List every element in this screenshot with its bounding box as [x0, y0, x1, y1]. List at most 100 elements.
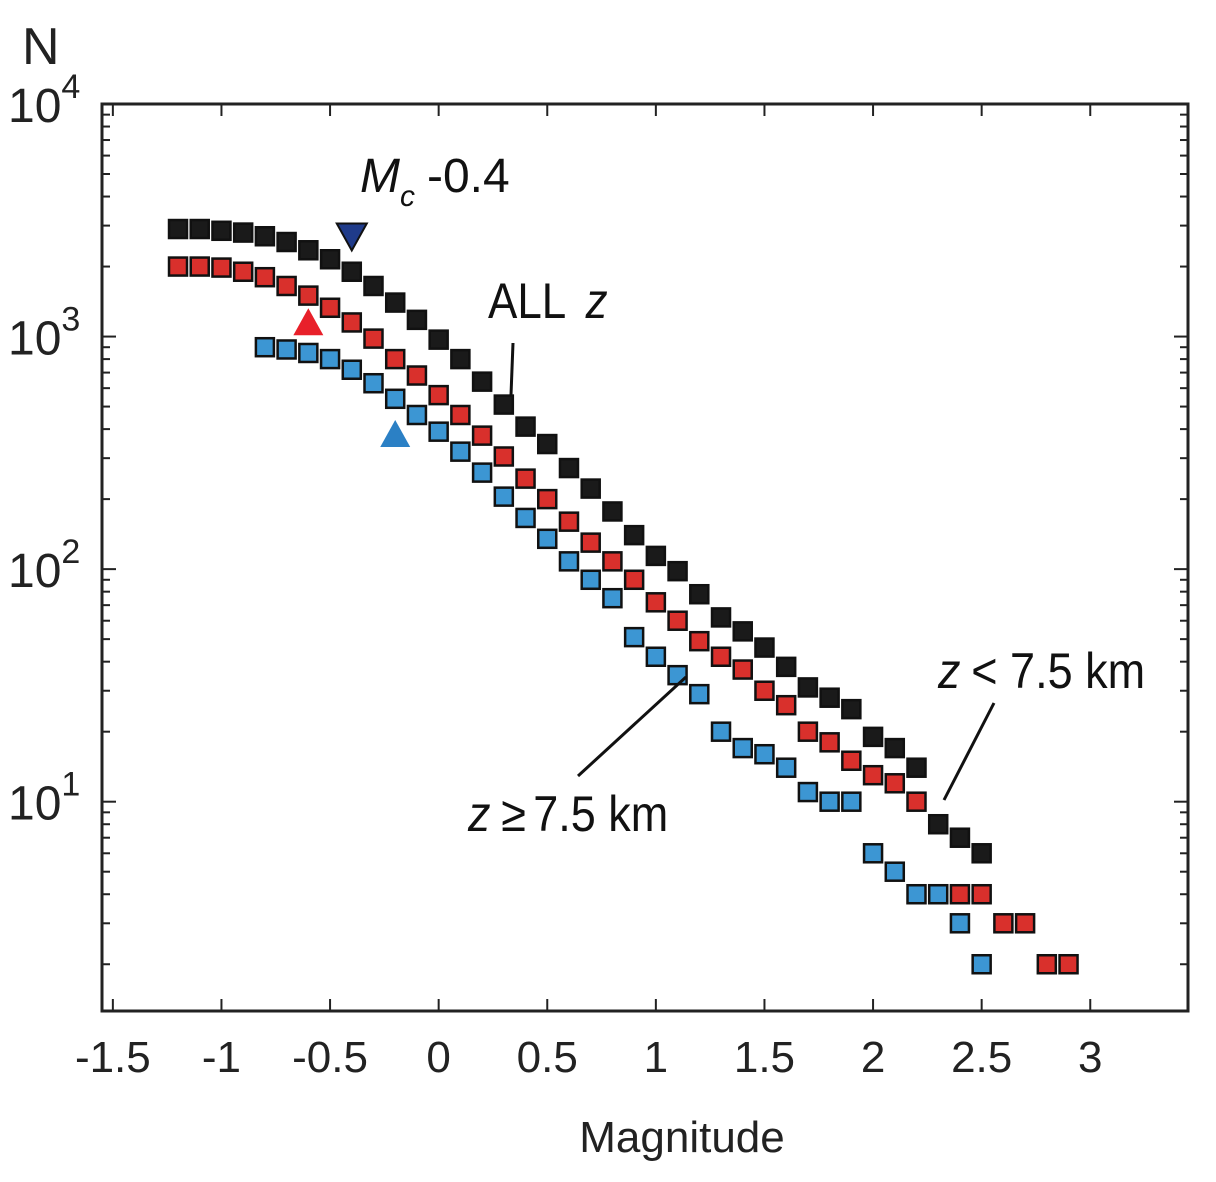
- data-point: [341, 261, 363, 282]
- y-tick-label: 103: [8, 301, 80, 366]
- annotation-mc-subscript: c: [400, 180, 415, 213]
- data-point: [689, 630, 710, 652]
- series-1: [167, 256, 1079, 975]
- data-point: [732, 621, 753, 642]
- data-point: [710, 646, 732, 667]
- annotation-all-z: ALL z: [488, 272, 608, 328]
- data-point: [580, 569, 601, 591]
- data-point: [493, 486, 515, 507]
- series-0: [167, 218, 992, 864]
- x-tick-labels: -1.5 -1 -0.5 0 0.5 1 1.5 2 2.5 3: [75, 1033, 1103, 1082]
- y-tick-exponent: 4: [61, 68, 80, 106]
- mc-marker: [380, 420, 411, 448]
- data-point: [406, 365, 428, 386]
- data-point: [471, 425, 493, 446]
- data-point: [254, 266, 276, 288]
- data-point: [384, 348, 406, 370]
- data-point: [276, 231, 297, 253]
- data-point: [754, 680, 775, 701]
- y-tick-base: 10: [8, 545, 61, 598]
- data-point: [254, 225, 276, 247]
- data-point: [906, 757, 927, 778]
- data-point: [797, 721, 819, 742]
- data-point: [471, 462, 493, 483]
- data-point: [276, 275, 297, 297]
- data-point: [819, 732, 840, 753]
- data-point: [884, 773, 906, 794]
- data-point: [211, 257, 232, 278]
- data-point: [993, 913, 1014, 934]
- data-point: [515, 507, 536, 529]
- data-point: [254, 336, 276, 358]
- data-point: [906, 883, 927, 905]
- data-point: [645, 592, 667, 613]
- data-point: [384, 292, 406, 313]
- data-point: [775, 656, 797, 678]
- data-point: [667, 610, 688, 631]
- data-point: [537, 528, 558, 550]
- data-point: [298, 342, 319, 364]
- y-tick-base: 10: [8, 80, 61, 133]
- y-tick-label: 104: [8, 68, 80, 133]
- data-point: [341, 359, 363, 380]
- data-point: [667, 560, 688, 582]
- data-point: [232, 261, 254, 282]
- data-point: [602, 501, 623, 522]
- plot-frame: [100, 102, 1190, 1013]
- data-point: [558, 457, 580, 479]
- data-point: [319, 249, 341, 270]
- y-tick-label: 102: [8, 533, 80, 598]
- data-point: [537, 488, 558, 510]
- data-point: [493, 446, 515, 467]
- data-point: [428, 384, 449, 406]
- data-point: [732, 659, 753, 680]
- axis-ticks: [102, 104, 1188, 1011]
- data-point: [450, 441, 471, 462]
- data-point: [298, 240, 319, 261]
- annotation-deep-text: 7.5 km: [533, 787, 668, 843]
- data-point: [949, 913, 971, 934]
- y-tick-label: 101: [8, 766, 80, 831]
- data-point: [558, 511, 580, 532]
- data-point: [298, 285, 319, 306]
- data-point: [189, 218, 210, 240]
- data-point: [580, 532, 601, 553]
- data-point: [884, 737, 906, 759]
- data-point: [537, 433, 558, 455]
- data-point: [971, 883, 992, 905]
- data-point: [450, 348, 471, 370]
- annotation-shallow-text: < 7.5 km: [971, 644, 1145, 700]
- data-point: [797, 677, 819, 698]
- x-tick-label: 3: [1078, 1033, 1102, 1082]
- data-point: [319, 348, 341, 370]
- data-point: [819, 791, 840, 812]
- annotation-deep-op: ≥: [501, 787, 526, 843]
- data-point: [862, 764, 884, 786]
- data-point: [732, 737, 753, 759]
- annotation-deep: z ≥7.5 km: [467, 787, 668, 843]
- data-point: [623, 524, 645, 546]
- mc-markers: [293, 222, 411, 448]
- data-point: [341, 312, 363, 333]
- data-point: [841, 750, 862, 771]
- data-point: [775, 694, 797, 716]
- data-point: [862, 843, 884, 864]
- data-point: [1014, 913, 1036, 934]
- data-point: [927, 883, 949, 905]
- data-point: [797, 781, 819, 803]
- data-point: [558, 551, 580, 572]
- x-tick-label: 2: [861, 1033, 885, 1082]
- annotation-all-z-letter: z: [585, 272, 608, 328]
- annotation-mc-symbol: M: [360, 150, 400, 203]
- data-point: [384, 388, 406, 410]
- x-tick-label: 0: [426, 1033, 450, 1082]
- data-point: [689, 683, 710, 705]
- x-tick-label: 1.5: [734, 1033, 795, 1082]
- data-point: [841, 791, 862, 812]
- data-point: [363, 372, 384, 394]
- data-point: [406, 309, 428, 331]
- mc-marker: [293, 308, 324, 336]
- x-tick-label: -1.5: [75, 1033, 151, 1082]
- data-point: [971, 843, 992, 864]
